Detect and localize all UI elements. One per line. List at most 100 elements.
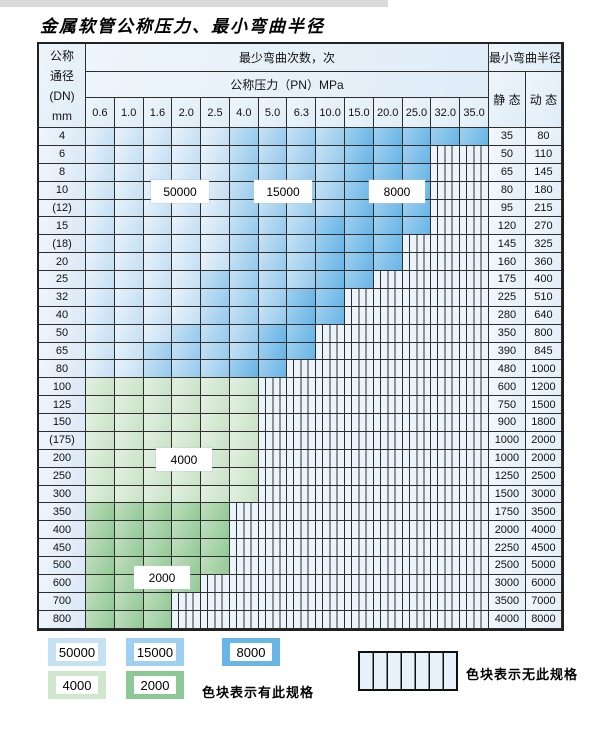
grid-cell-s (258, 378, 288, 397)
static-value: 3500 (488, 592, 526, 611)
grid-cell-s (229, 592, 259, 611)
grid-cell-b1 (143, 324, 173, 343)
grid-cell-s (431, 539, 461, 557)
grid-cell-b2 (316, 199, 346, 218)
dn-header-line: mm (52, 108, 72, 123)
grid-cell-s (431, 199, 461, 218)
grid-cell-s (402, 574, 432, 593)
dn-cell: 4 (39, 128, 86, 146)
grid-cell-b1 (172, 163, 202, 182)
grid-cell-s (431, 503, 461, 522)
grid-cell-b1 (172, 199, 202, 218)
static-value: 3000 (488, 574, 526, 593)
grid-cell-g2 (201, 557, 230, 575)
grid-cell-s (460, 610, 489, 629)
dynamic-value: 2500 (525, 467, 562, 486)
grid-cell-b1 (143, 235, 173, 254)
grid-cell-b1 (114, 324, 144, 343)
grid-cell-g1 (86, 396, 115, 414)
grid-cell-s (287, 467, 317, 486)
grid-cell-b3 (373, 199, 403, 218)
grid-cell-s (460, 271, 489, 289)
grid-cell-s (258, 539, 288, 557)
grid-cell-b1 (114, 342, 144, 361)
grid-cell-s (316, 503, 346, 522)
dynamic-value: 845 (525, 342, 562, 361)
grid-cell-b2 (172, 324, 202, 343)
grid-cell-b2 (201, 324, 230, 343)
grid-cell-b2 (258, 145, 288, 164)
grid-cell-b2 (229, 288, 259, 307)
legend-swatch: 4000 (48, 671, 106, 699)
nominal-pressure-header: 公称压力（PN）MPa (86, 72, 489, 98)
grid-cell-g1 (201, 378, 230, 397)
grid-cell-b1 (86, 145, 115, 164)
grid-cell-s (345, 431, 374, 450)
grid-cell-g2 (201, 503, 230, 522)
grid-cell-g1 (201, 396, 230, 414)
grid-cell-s (287, 396, 317, 414)
grid-cell-b2 (143, 360, 173, 379)
dynamic-value: 6000 (525, 574, 562, 593)
grid-cell-b1 (86, 271, 115, 289)
grid-cell-s (316, 378, 346, 397)
grid-cell-s (287, 557, 317, 575)
grid-cell-g1 (86, 485, 115, 504)
grid-cell-s (373, 557, 403, 575)
dynamic-value: 400 (525, 271, 562, 289)
grid-cell-s (402, 503, 432, 522)
grid-cell-s (460, 467, 489, 486)
grid-cell-s (402, 342, 432, 361)
grid-cell-s (373, 449, 403, 468)
grid-cell-s (373, 271, 403, 289)
grid-cell-b2 (287, 217, 317, 236)
grid-cell-b3 (460, 128, 489, 146)
grid-cell-s (172, 592, 202, 611)
grid-cell-b3 (402, 128, 432, 146)
grid-cell-g2 (86, 539, 115, 557)
grid-cell-s (402, 610, 432, 629)
grid-cell-b3 (345, 253, 374, 271)
grid-cell-b1 (143, 163, 173, 182)
grid-cell-s (460, 503, 489, 522)
grid-cell-b2 (201, 288, 230, 307)
dn-cell: 400 (39, 521, 86, 540)
grid-cell-s (373, 378, 403, 397)
dn-cell: 20 (39, 253, 86, 271)
grid-cell-s (460, 574, 489, 593)
static-value: 1000 (488, 449, 526, 468)
dn-cell: 6 (39, 145, 86, 164)
grid-cell-s (287, 431, 317, 450)
dn-cell: 300 (39, 485, 86, 504)
grid-cell-g1 (114, 431, 144, 450)
grid-cell-s (201, 574, 230, 593)
grid-cell-b1 (201, 199, 230, 218)
grid-cell-b2 (287, 163, 317, 182)
grid-cell-s (431, 414, 461, 432)
dynamic-value: 1800 (525, 414, 562, 432)
static-value: 2500 (488, 557, 526, 575)
grid-cell-b1 (86, 342, 115, 361)
dynamic-value: 8000 (525, 610, 562, 629)
legend-swatch-value: 50000 (56, 643, 98, 661)
grid-cell-b2 (229, 163, 259, 182)
grid-cell-s (316, 342, 346, 361)
grid-cell-g2 (143, 503, 173, 522)
grid-cell-s (460, 414, 489, 432)
grid-cell-s (345, 414, 374, 432)
table-header: 公称 通径 (DN) mm 最少弯曲次数，次 最小弯曲半径 公称压力（PN）MP… (39, 44, 562, 128)
grid-cell-s (431, 449, 461, 468)
grid-cell-s (431, 288, 461, 307)
grid-cell-s (431, 306, 461, 325)
grid-cell-b1 (114, 217, 144, 236)
grid-cell-b1 (172, 271, 202, 289)
grid-cell-s (258, 503, 288, 522)
grid-cell-s (431, 574, 461, 593)
grid-cell-b1 (86, 360, 115, 379)
grid-cell-g2 (86, 610, 115, 629)
grid-cell-g1 (86, 378, 115, 397)
static-value: 390 (488, 342, 526, 361)
static-value: 1750 (488, 503, 526, 522)
grid-cell-g2 (172, 539, 202, 557)
grid-cell-b3 (345, 199, 374, 218)
